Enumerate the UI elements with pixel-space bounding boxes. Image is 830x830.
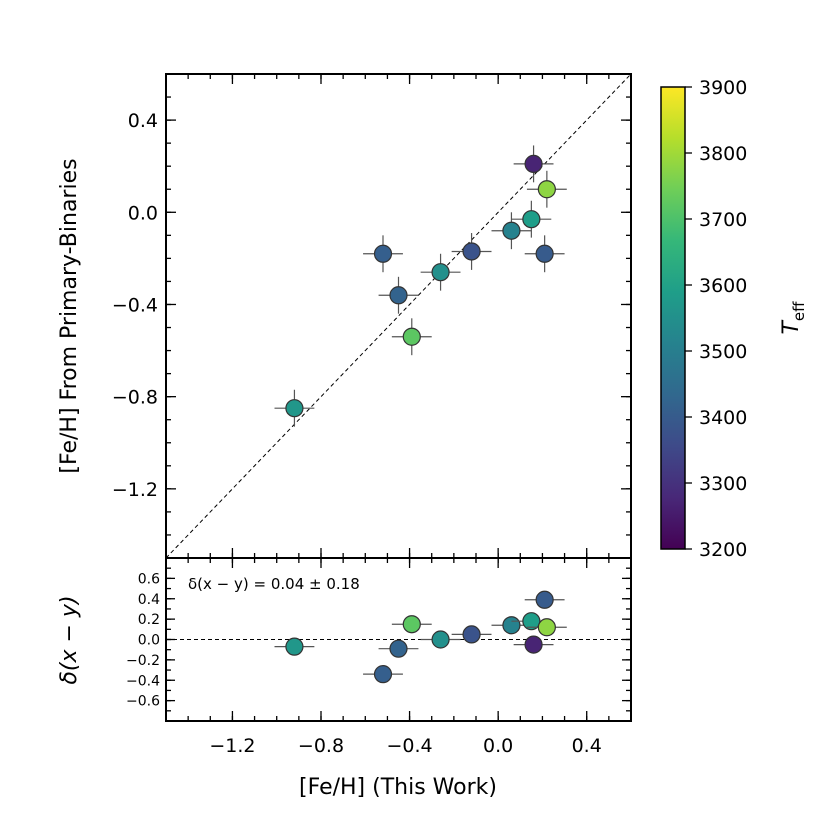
residual-y-tick-label: −0.2	[126, 653, 160, 669]
data-point	[363, 235, 403, 273]
marker	[462, 242, 481, 261]
marker	[431, 630, 450, 649]
main-ticks: −1.2 −0.8 −0.4 0.0 0.4	[112, 73, 632, 558]
colorbar-tick-label: 3500	[699, 341, 747, 363]
marker	[537, 618, 556, 637]
data-point	[451, 625, 492, 644]
data-point	[513, 635, 554, 654]
residual-y-tick-label: 0.2	[138, 612, 160, 628]
colorbar-ticks: 3200 3300 3400 3500 3600 3700 3800 3900	[685, 77, 747, 561]
marker	[535, 590, 554, 609]
x-tick-label: −0.4	[387, 735, 433, 757]
residual-y-tick-label: −0.6	[126, 694, 160, 710]
data-point	[274, 637, 315, 656]
marker	[462, 625, 481, 644]
x-axis-label: [Fe/H] (This Work)	[299, 775, 497, 800]
x-tick-label: −0.8	[298, 735, 344, 757]
data-point	[378, 276, 419, 314]
colorbar-tick-label: 3200	[699, 539, 747, 561]
colorbar-tick-label: 3400	[699, 407, 747, 429]
marker	[522, 210, 541, 229]
marker	[522, 612, 541, 631]
marker	[285, 399, 304, 418]
data-point	[363, 665, 403, 684]
residual-points	[274, 590, 567, 684]
residual-y-axis-label: δ(x − y)	[57, 595, 82, 684]
residual-panel: −1.2 −0.8 −0.4 0.0 0.4 −0.6 −0.4 −0.2 0.0 0.2 0.4 0…	[126, 557, 632, 757]
data-point	[513, 145, 554, 183]
data-point	[420, 630, 461, 649]
colorbar-tick-label: 3800	[699, 143, 747, 165]
marker	[373, 665, 393, 684]
y-axis-label: [Fe/H] From Primary-Binaries	[57, 158, 82, 473]
data-point	[511, 200, 552, 238]
marker	[402, 327, 421, 346]
residual-plot-frame	[165, 557, 632, 722]
x-tick-label: −1.2	[209, 735, 255, 757]
marker	[535, 244, 554, 263]
marker	[402, 615, 421, 634]
data-point	[524, 235, 565, 273]
colorbar-label-sub: eff	[790, 301, 808, 321]
data-point	[420, 253, 461, 291]
x-tick-label: 0.4	[572, 735, 602, 757]
data-point	[526, 618, 567, 637]
marker	[389, 286, 408, 305]
one-to-one-line	[165, 73, 632, 559]
x-tick-label: 0.0	[483, 735, 513, 757]
main-panel: −1.2 −0.8 −0.4 0.0 0.4	[112, 73, 632, 559]
colorbar-tick-label: 3600	[699, 275, 747, 297]
colorbar-gradient	[660, 86, 686, 550]
data-point	[391, 318, 432, 356]
residual-y-tick-label: 0.0	[138, 633, 160, 649]
colorbar: 3200 3300 3400 3500 3600 3700 3800 3900 Teff	[660, 77, 808, 561]
data-point	[378, 639, 419, 658]
data-point	[526, 170, 567, 208]
y-tick-label: −1.2	[112, 479, 158, 501]
marker	[537, 180, 556, 199]
marker	[431, 263, 450, 282]
data-point	[491, 212, 532, 250]
data-point	[274, 389, 315, 427]
y-tick-label: 0.0	[128, 202, 158, 224]
residual-y-tick-label: −0.4	[126, 673, 160, 689]
marker	[373, 244, 393, 263]
residual-y-tick-label: 0.6	[138, 571, 160, 587]
marker	[524, 154, 543, 173]
y-tick-label: 0.4	[128, 110, 158, 132]
data-point	[524, 590, 565, 609]
marker	[389, 639, 408, 658]
data-point	[451, 233, 492, 270]
residual-y-tick-label: 0.4	[138, 592, 160, 608]
colorbar-label-main: T	[779, 320, 804, 335]
marker	[502, 221, 521, 240]
main-points	[274, 145, 567, 427]
marker	[285, 637, 304, 656]
marker	[524, 635, 543, 654]
y-tick-label: −0.4	[112, 294, 158, 316]
y-tick-label: −0.8	[112, 387, 158, 409]
marker	[502, 616, 521, 635]
colorbar-tick-label: 3900	[699, 77, 747, 99]
colorbar-tick-label: 3700	[699, 209, 747, 231]
data-point	[391, 615, 432, 634]
residual-annotation: δ(x − y) = 0.04 ± 0.18	[188, 575, 360, 593]
colorbar-tick-label: 3300	[699, 473, 747, 495]
colorbar-label: Teff	[779, 301, 808, 335]
